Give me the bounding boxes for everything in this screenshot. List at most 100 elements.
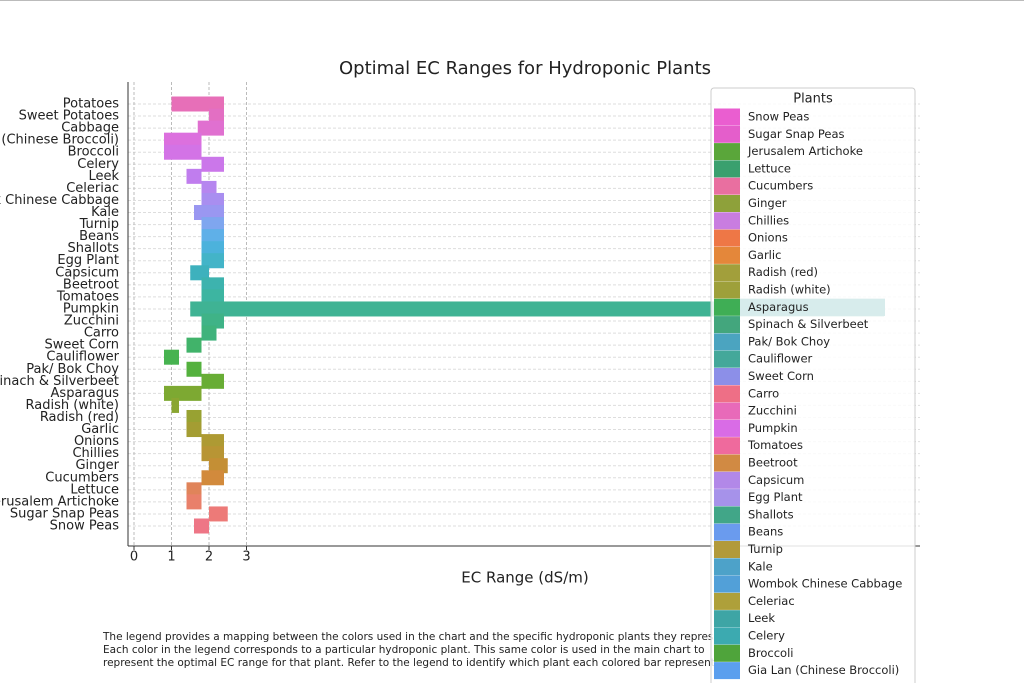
y-tick-label: Cucumbers [45,470,119,485]
legend-swatch [714,246,740,264]
bar [164,349,179,365]
legend-label: Cucumbers [748,179,813,193]
legend-swatch [714,523,740,541]
legend-swatch [714,212,740,230]
bar [164,132,202,148]
y-tick-label: Carro [84,326,119,341]
legend-swatch [714,143,740,161]
legend-swatch [714,350,740,368]
legend-label: Ginger [748,196,787,210]
legend-swatch [714,108,740,126]
legend-swatch [714,385,740,403]
legend-label: Egg Plant [748,490,803,504]
bar [201,446,224,462]
legend-label: Asparagus [748,300,809,314]
y-tick-label: Spinach & Silverbeet [0,374,119,389]
y-tick-label: Celeriac [66,181,119,196]
legend-swatch [714,437,740,455]
y-tick-label: Sugar Snap Peas [10,506,119,521]
bar [201,277,224,293]
bar [197,120,224,136]
legend-label: Zucchini [748,404,797,418]
bar [201,241,224,257]
x-tick-label: 1 [167,550,175,565]
chart-title: Optimal EC Ranges for Hydroponic Plants [339,58,711,79]
legend-label: Broccoli [748,646,793,660]
legend-swatch [714,368,740,385]
bar [209,506,228,522]
y-tick-label: Leek [88,169,119,184]
y-tick-label: Wombok Chinese Cabbage [0,193,119,208]
bar [209,108,224,124]
y-tick-label: Celery [77,157,119,172]
bar [194,518,209,534]
y-tick-label: Jerusalem Artichoke [0,494,119,509]
legend-label: Celeriac [748,594,795,608]
bar [194,205,224,221]
y-tick-label: Garlic [81,422,119,437]
legend-label: Beetroot [748,456,798,470]
bar [201,313,224,329]
bar [186,168,202,184]
y-tick-label: Radish (red) [40,410,119,425]
y-tick-label: Capsicum [55,265,119,280]
legend-label: Lettuce [748,161,791,175]
y-tick-label: Asparagus [51,386,120,401]
y-tick-label: Ginger [75,458,119,473]
legend-label: Sweet Corn [748,369,814,383]
legend-label: Onions [748,231,788,245]
legend-label: Capsicum [748,473,804,487]
legend-label: Tomatoes [747,438,803,452]
legend-swatch [714,558,740,576]
y-tick-label: Turnip [79,217,119,232]
legend-box [710,87,916,683]
y-tick-label: Sweet Potatoes [19,109,120,124]
legend-label: Beans [748,525,783,539]
y-tick-label: Kale [91,205,119,220]
legend-label: Cauliflower [748,352,813,366]
y-tick-label: Onions [74,434,119,449]
legend-label: Jerusalem Artichoke [747,144,863,158]
bar [186,482,202,498]
legend-swatch [714,627,740,645]
y-tick-label: Pak/ Bok Choy [26,362,119,377]
bar [201,156,224,172]
y-tick-label: Tomatoes [56,289,119,304]
caption-line: The legend provides a mapping between th… [102,631,734,643]
bar [201,217,224,233]
legend-label: Snow Peas [748,110,809,124]
legend-label: Pak/ Bok Choy [748,334,830,348]
bar [201,180,217,196]
legend-swatch [714,316,740,334]
legend-label: Sugar Snap Peas [748,127,845,141]
y-tick-label: Lettuce [70,482,119,497]
bar [201,373,224,389]
y-tick-label: Sweet Corn [45,338,120,353]
y-tick-label: Gia Lan (Chinese Broccoli) [0,133,119,148]
legend-swatch [714,506,740,524]
legend-label: Spinach & Silverbeet [748,317,869,331]
legend-label: Turnip [747,542,783,556]
legend-swatch [714,471,740,489]
legend: Plants Snow Peas Sugar Snap Peas Jerusalem … [710,87,916,683]
x-tick-label: 0 [130,550,138,565]
legend-swatch [714,195,740,212]
legend-swatch [714,264,740,282]
bar [201,289,224,305]
bar [201,325,217,341]
legend-swatch [714,160,740,178]
legend-swatch [714,662,740,680]
bar [201,229,224,245]
legend-swatch [714,333,740,351]
bar [201,434,224,450]
legend-swatch [714,541,740,558]
legend-swatch [714,298,740,316]
y-tick-label: Zucchini [64,314,119,329]
y-tick-label: Cabbage [61,121,119,136]
legend-label: Shallots [748,507,794,521]
legend-swatch [714,402,740,420]
y-tick-label: Pumpkin [63,301,119,316]
legend-swatch [714,177,740,195]
bar [190,265,209,281]
